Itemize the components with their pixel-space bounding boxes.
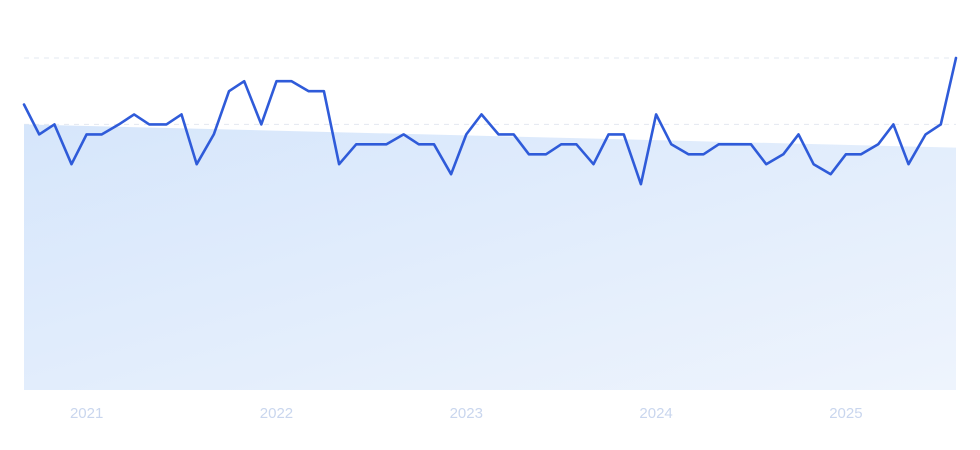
x-tick-label: 2025: [829, 405, 862, 422]
x-axis-ticks: 2021 2022 2023 2024 2025: [70, 405, 863, 422]
x-tick-label: 2021: [70, 405, 103, 422]
series-line-0: [22, 56, 958, 186]
x-tick-label: 2023: [450, 405, 483, 422]
trend-area-fill: [24, 124, 956, 391]
x-tick-label: 2022: [260, 405, 293, 422]
x-tick-label: 2024: [639, 405, 672, 422]
trend-area: [24, 124, 956, 391]
series-line: [22, 56, 958, 186]
